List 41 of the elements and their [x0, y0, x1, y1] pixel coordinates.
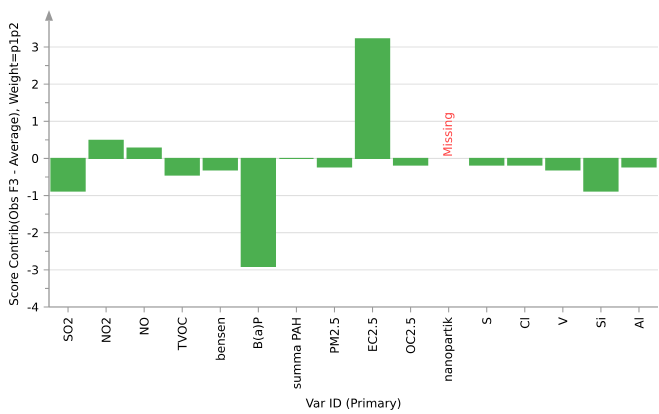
y-tick-label: -1 — [28, 191, 38, 200]
y-tick-label: -3 — [28, 265, 38, 274]
x-tick-label: NO — [140, 318, 149, 334]
x-tick-label: nanopartik — [442, 316, 454, 381]
y-tick-label: 0 — [32, 154, 38, 163]
x-tick-label: OC2.5 — [406, 318, 416, 354]
x-tick-label: B(a)P — [252, 317, 264, 348]
bar — [469, 158, 504, 166]
bar — [545, 158, 581, 170]
bar — [164, 158, 200, 176]
bar — [354, 38, 390, 159]
bar — [316, 158, 352, 168]
x-axis-title: Var ID (Primary) — [306, 398, 400, 410]
x-tick-label: V — [558, 316, 568, 325]
x-tick-label: SO2 — [63, 318, 73, 341]
bar — [240, 158, 276, 267]
y-tick-label: 1 — [32, 116, 38, 126]
annotation: Missing — [442, 112, 454, 156]
x-tick-label: PM2.5 — [330, 318, 340, 352]
y-tick-label: 3 — [32, 42, 38, 52]
x-tick-label: Cl — [520, 318, 530, 328]
x-tick-label: NO2 — [102, 318, 111, 342]
x-tick-label: EC2.5 — [368, 318, 378, 351]
y-tick-label: -4 — [28, 302, 38, 312]
x-tick-label: bensen — [216, 318, 225, 360]
x-tick-label: Al — [634, 318, 644, 328]
bar — [507, 158, 542, 166]
x-tick-label: S — [482, 318, 492, 324]
bar — [88, 140, 124, 159]
bar — [583, 158, 619, 192]
bar — [392, 158, 428, 166]
y-tick-label: 2 — [32, 80, 38, 88]
bar — [126, 147, 162, 159]
bar — [621, 158, 657, 168]
x-tick-label: summa PAH — [292, 318, 301, 388]
y-axis-title: Score Contrib(Obs F3 - Average), Weight=p1p2 — [8, 23, 20, 305]
x-tick-label: Si — [596, 318, 606, 328]
x-tick-label: TVOC — [178, 318, 187, 350]
y-tick-label: -2 — [28, 228, 38, 237]
bar — [50, 158, 86, 192]
bar — [202, 158, 238, 170]
